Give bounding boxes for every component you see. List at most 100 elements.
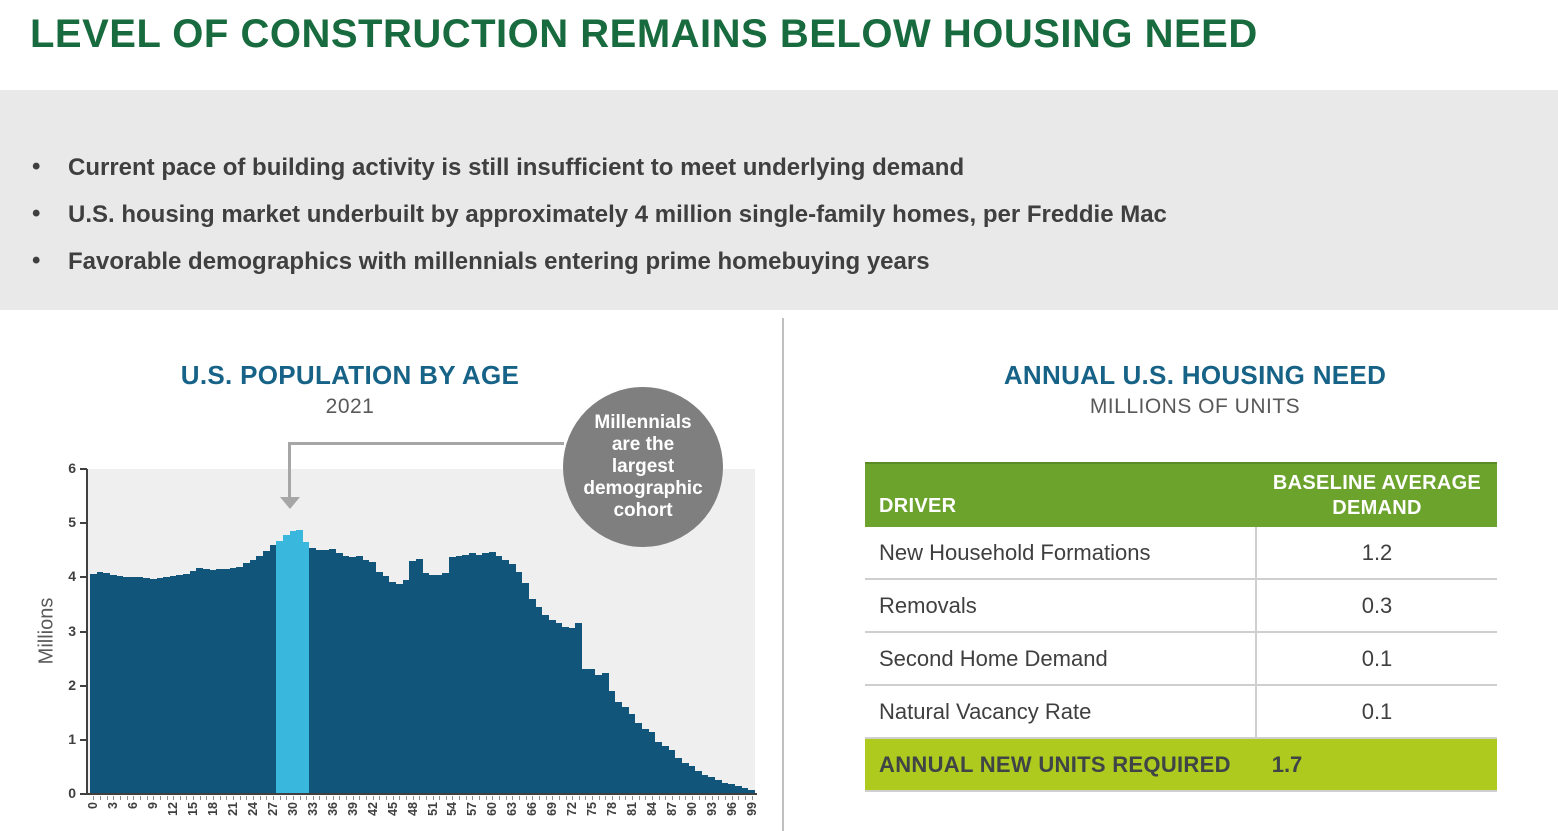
population-bar [123, 576, 130, 794]
table-row: New Household Formations 1.2 [865, 527, 1497, 580]
population-bar [516, 571, 522, 794]
x-axis-tick [565, 796, 567, 800]
population-bar [396, 583, 403, 794]
population-bar [635, 722, 642, 794]
x-axis-tick-label: 51 [425, 802, 440, 816]
population-bar [423, 573, 429, 794]
x-axis-tick [518, 796, 520, 800]
x-axis-tick [412, 796, 414, 800]
x-axis-tick-label: 18 [206, 802, 220, 816]
housing-need-title: ANNUAL U.S. HOUSING NEED [1003, 360, 1387, 390]
x-axis-tick-label: 96 [724, 802, 739, 816]
x-axis-tick [691, 796, 693, 800]
x-axis-tick [159, 796, 161, 800]
x-axis-tick [492, 796, 494, 800]
x-axis-tick [379, 796, 381, 800]
population-chart-header: U.S. POPULATION BY AGE 2021 [30, 360, 670, 419]
x-axis-tick [326, 796, 328, 800]
population-bar [742, 788, 748, 794]
x-axis-tick [445, 796, 447, 800]
table-row: Removals 0.3 [865, 580, 1497, 633]
population-bar [509, 563, 516, 794]
population-bar-highlight [296, 530, 303, 794]
population-bar-highlight [276, 540, 283, 794]
x-axis-tick [625, 796, 627, 800]
population-bar [522, 582, 529, 794]
bullet-item: Favorable demographics with millennials … [30, 247, 1558, 276]
x-axis-tick [598, 796, 600, 800]
population-bar [595, 674, 602, 794]
x-axis-tick [213, 796, 214, 800]
x-axis-tick [605, 796, 607, 800]
x-axis-tick-label: 36 [325, 802, 340, 816]
x-axis-tick [385, 796, 387, 800]
x-axis-tick [179, 796, 181, 800]
x-axis-tick-label: 75 [585, 802, 600, 816]
x-axis-tick-label: 48 [405, 802, 420, 816]
population-bar [250, 559, 256, 794]
x-axis-tick [306, 796, 308, 800]
population-bar [609, 691, 615, 794]
x-axis-tick-label: 81 [625, 802, 639, 816]
population-bar [183, 574, 190, 794]
x-axis-tick [499, 796, 500, 800]
x-axis-tick-label: 15 [186, 802, 201, 816]
x-axis-tick [425, 796, 427, 800]
population-bar [442, 573, 449, 794]
population-bar [436, 574, 442, 794]
x-axis-tick [339, 796, 341, 800]
x-axis-tick [432, 796, 434, 800]
population-bar [90, 573, 97, 794]
x-axis-tick [139, 796, 141, 800]
population-bar [97, 571, 103, 794]
callout-arrow-vertical [288, 442, 291, 497]
millennials-callout: Millennials are the largest demographic … [563, 387, 723, 547]
population-bar [110, 574, 117, 794]
population-bar [270, 544, 276, 794]
population-bar [549, 619, 556, 794]
x-axis-tick [459, 796, 461, 800]
column-header-demand-text: BASELINE AVERAGE DEMAND [1272, 471, 1482, 519]
population-bar [203, 569, 210, 794]
population-bar [496, 555, 502, 794]
x-axis-tick [392, 796, 394, 800]
x-axis-tick [372, 796, 374, 800]
x-axis-tick [226, 796, 228, 800]
population-bar [662, 746, 669, 794]
callout-arrow-head-icon [280, 497, 300, 509]
x-axis-tick [299, 796, 301, 800]
x-axis-tick-label: 63 [505, 802, 520, 816]
population-bar [316, 550, 323, 794]
x-axis-tick [319, 796, 321, 800]
population-bar [728, 784, 735, 794]
x-axis-tick [618, 796, 620, 800]
table-cell-demand: 0.3 [1255, 580, 1497, 631]
population-bar [582, 669, 589, 794]
x-axis-tick [472, 796, 474, 800]
population-bar [489, 551, 496, 794]
population-bar [323, 550, 329, 794]
y-axis-tick [80, 522, 87, 525]
x-axis-tick [592, 796, 594, 800]
x-axis-tick [745, 796, 746, 800]
x-axis-tick [146, 796, 148, 800]
x-axis-tick-label: 66 [525, 802, 540, 816]
population-bar [243, 562, 250, 794]
x-axis-tick-label: 6 [126, 802, 141, 809]
population-bar [150, 579, 157, 794]
population-bar [556, 623, 562, 794]
population-bar [157, 578, 163, 794]
population-chart-title: U.S. POPULATION BY AGE [180, 360, 520, 390]
y-axis-tick-label: 4 [68, 568, 76, 585]
population-bar [675, 757, 682, 794]
x-axis-tick-label: 93 [704, 802, 719, 816]
population-bar [223, 569, 230, 794]
x-axis-tick [93, 796, 95, 800]
x-axis-tick [705, 796, 707, 800]
y-axis-tick-label: 0 [68, 785, 76, 801]
y-axis-tick [80, 468, 87, 470]
x-axis-tick [113, 796, 115, 800]
population-bar [309, 547, 316, 794]
x-axis-tick [678, 796, 680, 800]
population-bar [482, 553, 489, 794]
